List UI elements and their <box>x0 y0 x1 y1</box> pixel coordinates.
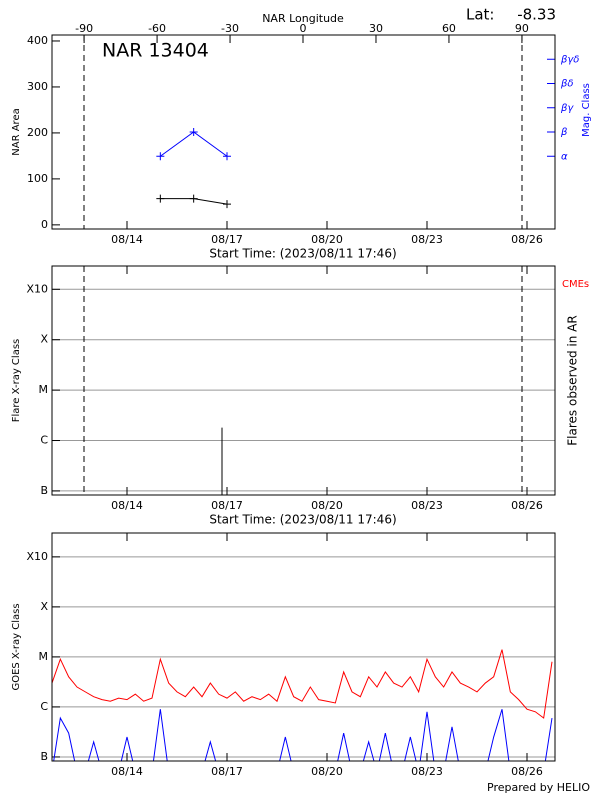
y-axis-label: Flare X-ray Class <box>11 339 22 423</box>
y-tick-label: B <box>40 750 48 763</box>
x-tick-label: 08/20 <box>311 765 343 778</box>
y-tick-label: 0 <box>41 218 48 231</box>
series-line <box>52 649 553 719</box>
chart-title: NAR 13404 <box>102 40 209 62</box>
y-tick-label: M <box>39 383 49 396</box>
x-tick-label: 08/26 <box>511 765 543 778</box>
data-marker <box>223 200 231 209</box>
lat-label: Lat: <box>466 6 494 24</box>
y-tick-label: X <box>40 600 48 613</box>
y-tick-label: M <box>39 650 49 663</box>
y-tick-label: X <box>40 333 48 346</box>
x2-tick-label: 90 <box>515 22 529 35</box>
x-tick-label: 08/26 <box>511 233 543 246</box>
data-marker <box>189 194 198 203</box>
y-tick-label: X10 <box>26 282 48 295</box>
x2-axis-label: NAR Longitude <box>262 12 344 25</box>
data-marker <box>223 152 231 161</box>
y2-tick-label: β <box>560 127 568 138</box>
lat-value: -8.33 <box>517 6 556 24</box>
y2-tick-label: βδ <box>560 79 574 90</box>
x-tick-label: 08/20 <box>311 499 343 512</box>
y-tick-label: 300 <box>27 80 48 93</box>
x-tick-label: 08/23 <box>411 499 443 512</box>
y-tick-label: C <box>40 434 48 447</box>
plot-frame <box>51 34 556 230</box>
y-tick-label: 400 <box>27 34 48 47</box>
x-tick-label: 08/20 <box>311 233 343 246</box>
x-tick-label: 08/14 <box>111 765 143 778</box>
data-marker <box>156 194 165 203</box>
x-tick-label: 08/26 <box>511 499 543 512</box>
x2-tick-label: -30 <box>221 22 239 35</box>
x-tick-label: 08/23 <box>411 233 443 246</box>
x-tick-label: 08/17 <box>211 233 243 246</box>
x-tick-label: 08/23 <box>411 765 443 778</box>
x-tick-label: 08/17 <box>211 499 243 512</box>
y2-tick-label: α <box>561 151 568 162</box>
x-axis-label: Start Time: (2023/08/11 17:46) <box>209 247 396 261</box>
x-tick-label: 08/14 <box>111 499 143 512</box>
y-tick-label: X10 <box>26 550 48 563</box>
y2-axis-label: Mag. Class <box>581 83 592 137</box>
data-marker <box>156 152 165 161</box>
x-tick-label: 08/17 <box>211 765 243 778</box>
y-tick-label: 100 <box>27 172 48 185</box>
x2-tick-label: 0 <box>300 22 307 35</box>
y-tick-label: B <box>40 484 48 497</box>
footer: Prepared by HELIO <box>487 781 590 794</box>
y2-tick-label: βγ <box>560 103 574 114</box>
y-axis-label: GOES X-ray Class <box>11 603 22 690</box>
x2-tick-label: 60 <box>442 22 456 35</box>
y2-tick-label: βγδ <box>560 54 579 65</box>
plot-frame <box>51 532 556 762</box>
data-marker <box>189 128 198 136</box>
y-axis-label: NAR Area <box>11 108 22 155</box>
series-line <box>53 709 553 761</box>
x-tick-label: 08/14 <box>111 233 143 246</box>
y2-axis-label: Flares observed in AR <box>566 315 580 445</box>
x-axis-label: Start Time: (2023/08/11 17:46) <box>209 513 396 527</box>
plot-frame <box>51 265 556 496</box>
cme-label: CMEs <box>562 279 589 290</box>
y-tick-label: 200 <box>27 126 48 139</box>
y-tick-label: C <box>40 700 48 713</box>
x2-tick-label: 30 <box>369 22 383 35</box>
x2-tick-label: -60 <box>148 22 166 35</box>
x2-tick-label: -90 <box>75 22 93 35</box>
